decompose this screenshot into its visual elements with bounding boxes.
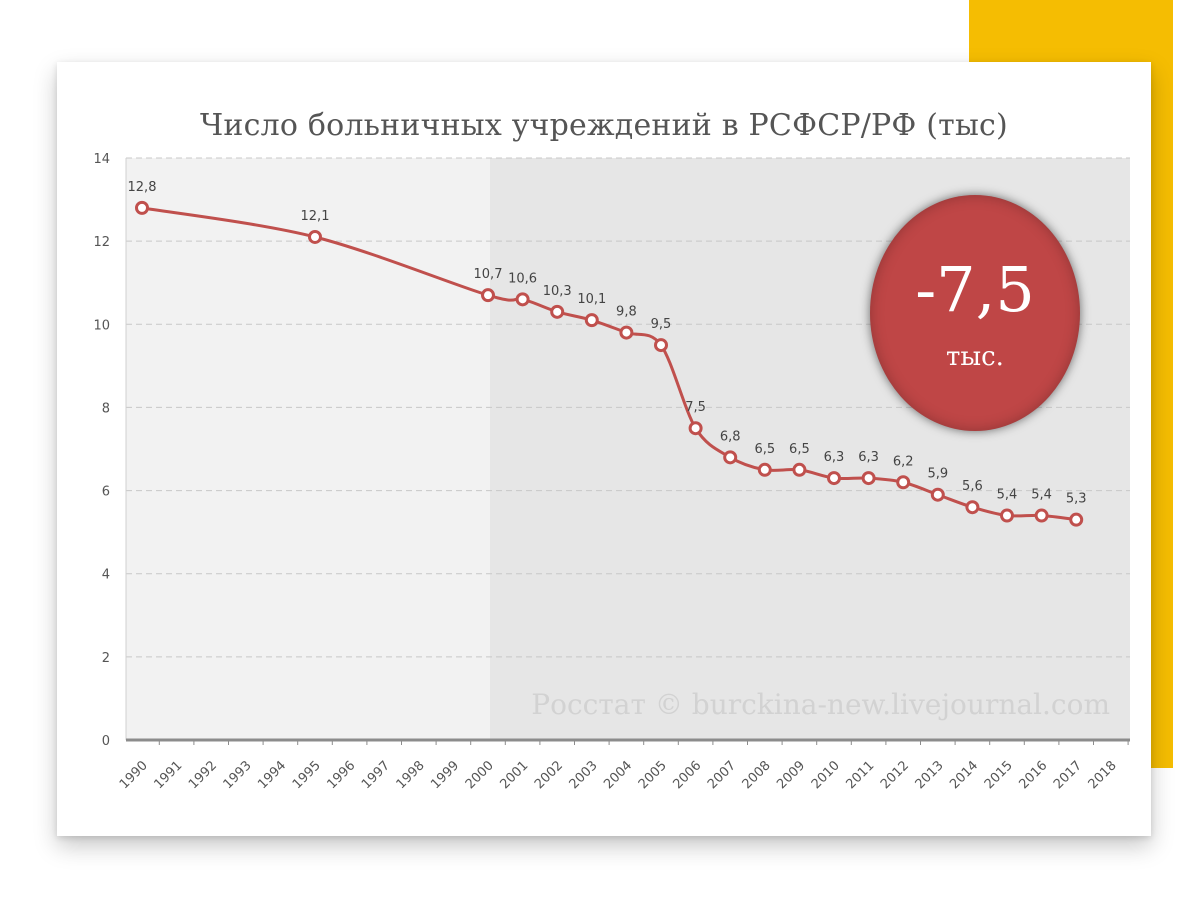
data-label: 5,9 [927,467,948,482]
data-point [930,487,945,502]
data-label: 9,5 [651,317,672,332]
y-tick-label: 10 [93,318,110,333]
x-tick-label: 2005 [636,758,670,792]
x-tick-label: 2014 [947,758,981,792]
data-label: 5,4 [997,488,1018,503]
data-point [654,338,668,353]
x-tick-label: 2013 [913,758,947,792]
y-tick-label: 6 [102,485,110,500]
x-tick-label: 1991 [151,758,185,792]
data-label: 6,3 [824,450,845,465]
x-tick-label: 2017 [1051,758,1085,792]
x-tick-label: 2015 [982,758,1016,792]
data-point [723,450,738,465]
y-tick-label: 0 [102,734,110,749]
x-tick-label: 1996 [324,758,358,792]
data-point [584,313,599,328]
x-tick-label: 2007 [705,758,739,792]
x-tick-label: 2018 [1086,758,1120,792]
x-tick-label: 2001 [497,758,531,792]
data-point [965,500,980,515]
y-tick-label: 8 [102,401,110,416]
x-tick-label: 2011 [843,758,877,792]
chart-title: Число больничных учреждений в РСФСР/РФ (… [200,108,1008,143]
data-label: 5,4 [1031,488,1052,503]
badge-value: -7,5 [915,253,1035,326]
x-tick-label: 1992 [186,758,220,792]
data-label: 7,5 [685,400,706,415]
data-label: 9,8 [616,305,637,320]
y-tick-label: 14 [93,152,110,167]
plot-background-left [126,158,490,740]
y-tick-label: 2 [102,651,110,666]
x-tick-label: 1995 [290,758,324,792]
data-point [481,288,495,303]
data-point [827,471,841,486]
data-point [308,229,322,244]
data-label: 5,6 [962,479,983,494]
data-label: 6,5 [789,442,810,457]
data-point [619,325,634,340]
x-tick-label: 2012 [878,758,912,792]
x-tick-label: 2016 [1016,758,1050,792]
x-tick-label: 1998 [394,758,428,792]
data-point [550,304,565,319]
x-tick-label: 1993 [221,758,255,792]
data-label: 10,3 [543,284,572,299]
data-point [515,292,530,307]
data-point [757,462,772,477]
data-label: 6,8 [720,429,741,444]
data-point [688,421,703,436]
change-badge: -7,5 тыс. [870,195,1080,431]
x-tick-label: 2008 [740,758,774,792]
data-label: 6,3 [858,450,879,465]
data-label: 10,1 [577,292,606,307]
data-label: 6,2 [893,454,914,469]
x-tick-label: 2003 [567,758,601,792]
data-point [135,200,149,215]
badge-unit: тыс. [946,342,1004,372]
data-label: 10,7 [474,267,503,282]
data-point [792,462,807,477]
data-label: 12,1 [301,209,330,224]
y-tick-label: 4 [102,568,110,583]
y-tick-label: 12 [93,235,110,250]
data-point [1034,508,1049,523]
x-tick-label: 1999 [428,758,462,792]
data-point [1069,512,1084,527]
x-tick-label: 1997 [359,758,393,792]
x-tick-label: 2010 [809,758,843,792]
data-label: 5,3 [1066,492,1087,507]
x-tick-label: 2002 [532,758,566,792]
x-tick-label: 2006 [670,758,704,792]
x-tick-label: 1994 [255,758,289,792]
x-tick-label: 2004 [601,758,635,792]
data-point [861,471,876,486]
data-point [896,475,911,490]
x-tick-label: 1990 [117,758,151,792]
x-tick-label: 2009 [774,758,808,792]
x-tick-label: 2000 [463,758,497,792]
chart-card: Число больничных учреждений в РСФСР/РФ (… [57,62,1151,836]
data-point [1000,508,1014,523]
data-label: 6,5 [754,442,775,457]
data-label: 10,6 [508,271,537,286]
data-label: 12,8 [128,180,157,195]
watermark: Росстат © burckina-new.livejournal.com [531,688,1110,721]
